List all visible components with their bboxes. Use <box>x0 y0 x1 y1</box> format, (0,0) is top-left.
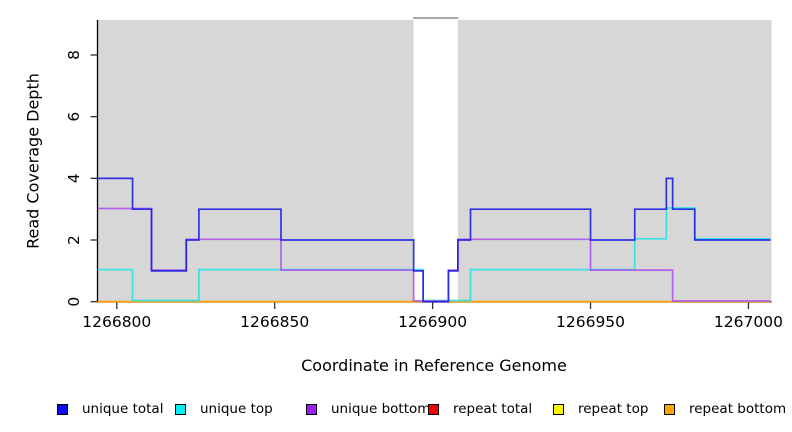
x-axis-title: Coordinate in Reference Genome <box>301 356 567 375</box>
y-tick-label: 2 <box>65 235 83 245</box>
x-tick-label: 1266800 <box>82 313 151 331</box>
x-tick-label: 1266950 <box>556 313 625 331</box>
x-tick-label: 1267000 <box>714 313 783 331</box>
y-tick-label: 4 <box>65 173 83 183</box>
y-tick-label: 8 <box>65 50 83 60</box>
y-tick-label: 6 <box>65 112 83 122</box>
series-unique-total <box>97 177 771 303</box>
series-unique-top <box>97 207 771 302</box>
y-axis-title: Read Coverage Depth <box>23 73 43 249</box>
y-tick-label: 0 <box>65 297 83 307</box>
x-tick-label: 1266900 <box>398 313 467 331</box>
masked-region <box>413 17 458 302</box>
x-tick-label: 1266850 <box>240 313 309 331</box>
